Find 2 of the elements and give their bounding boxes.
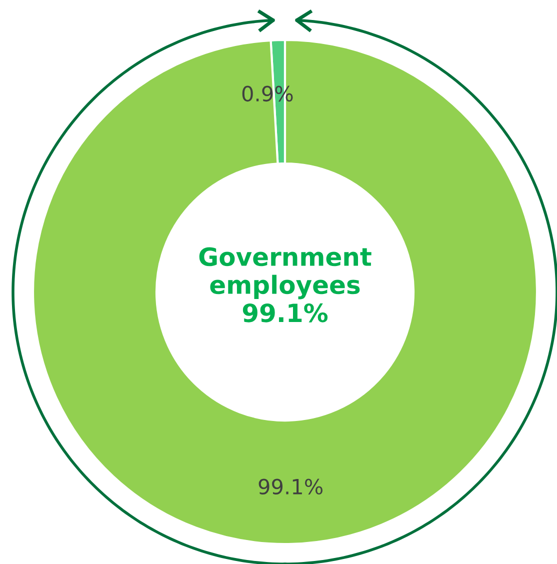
text: Government employees 99.1% (199, 247, 372, 322)
data-label: 99.1% (258, 478, 322, 495)
